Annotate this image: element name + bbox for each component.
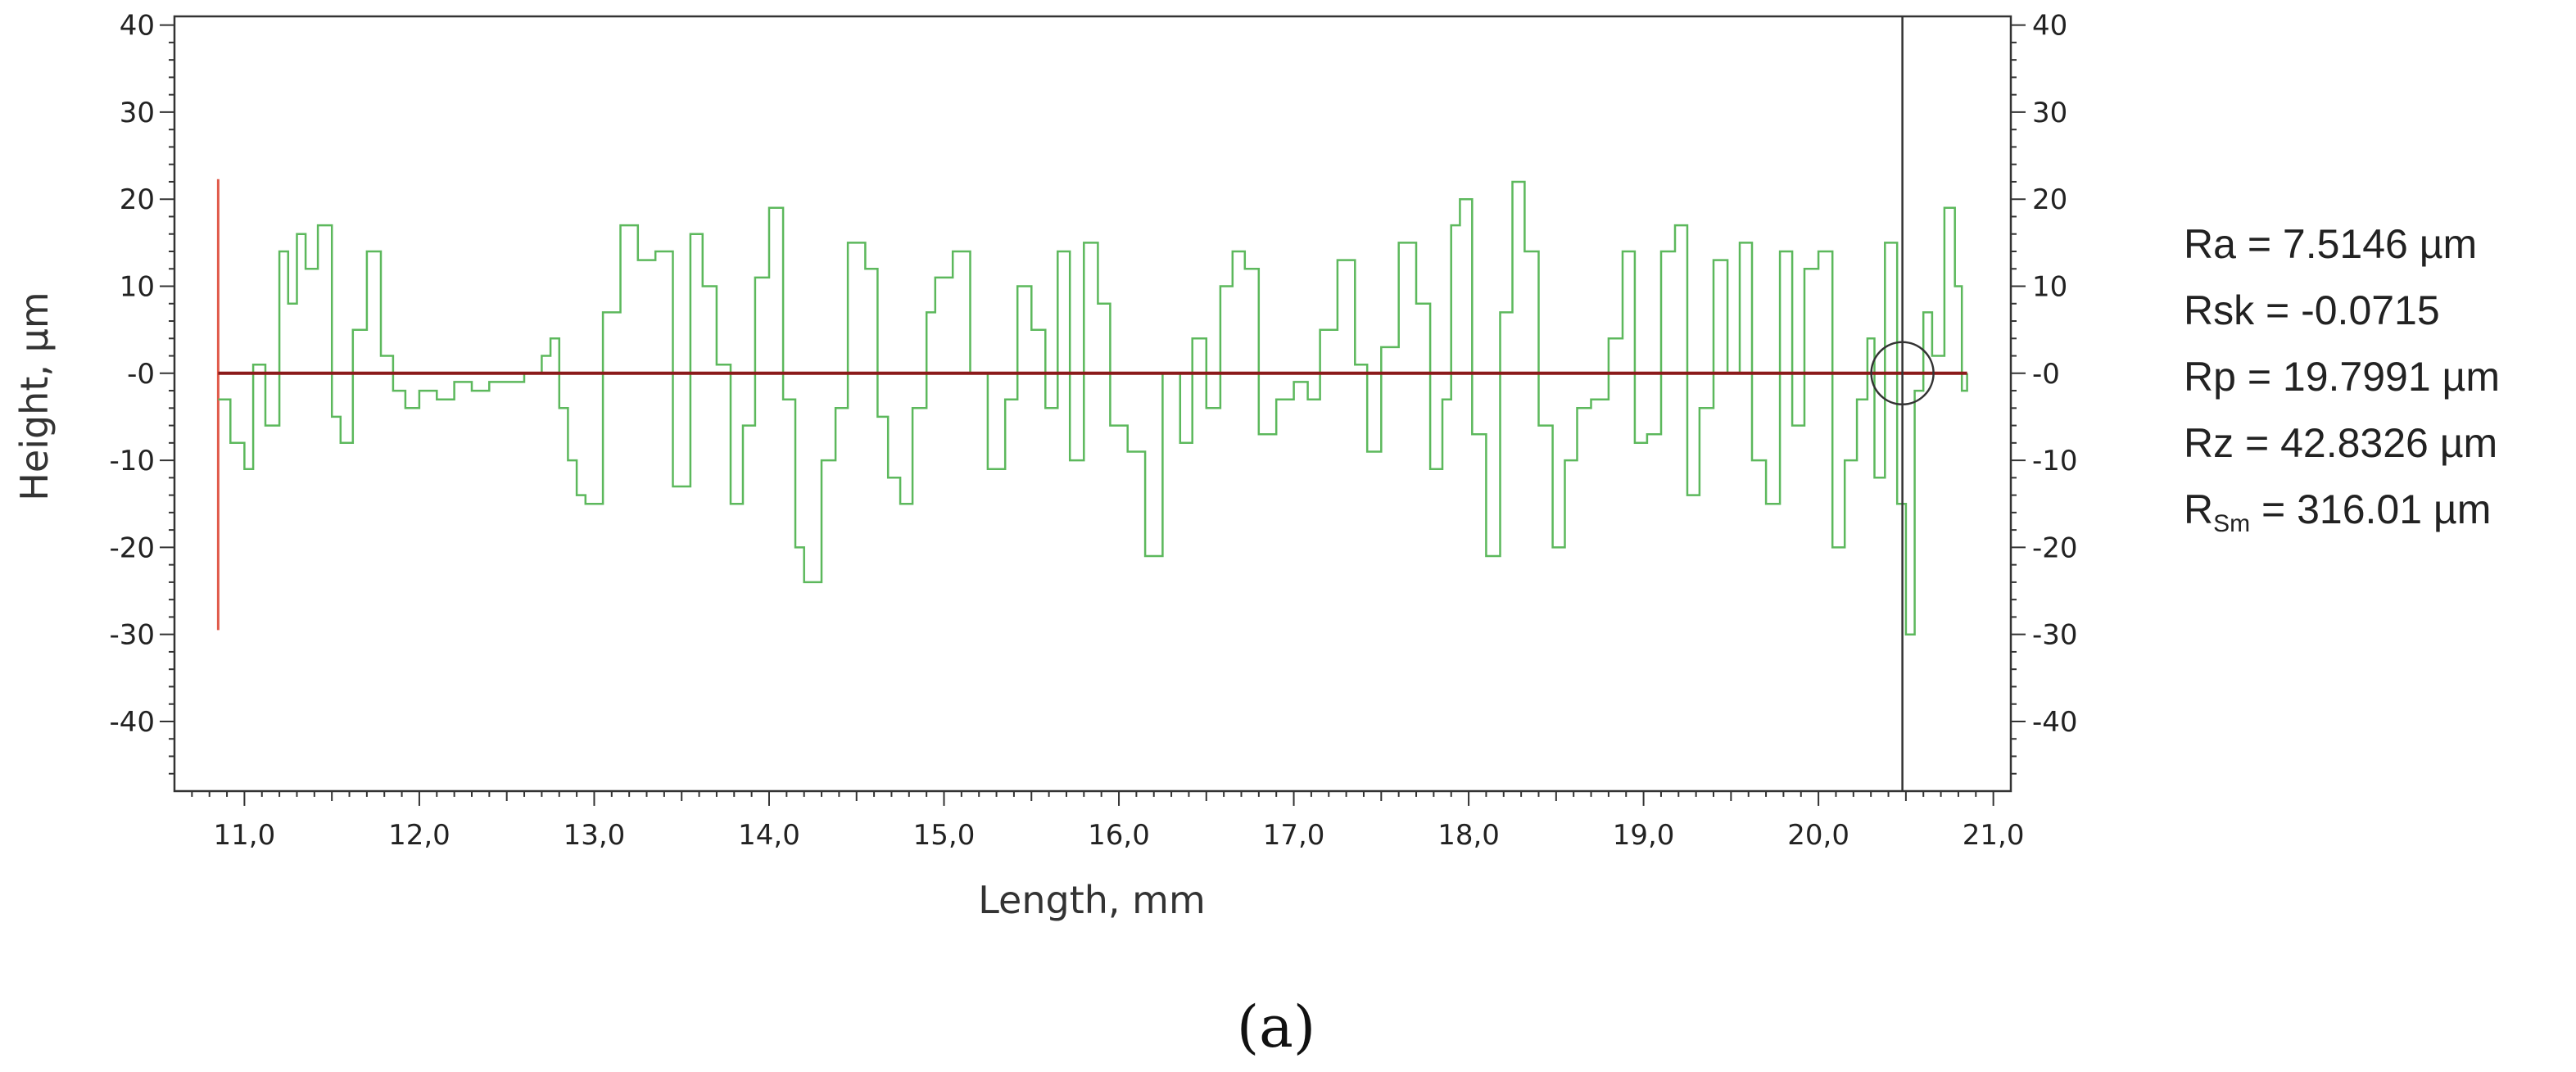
y-tick-label-right: -30 — [2032, 619, 2078, 652]
stat-row: Rz = 42.8326 µm — [2184, 410, 2500, 477]
x-tick-label: 21,0 — [1963, 819, 2025, 852]
x-axis-title: Length, mm — [978, 878, 1206, 922]
y-tick-label-right: 30 — [2032, 97, 2067, 129]
profile-series — [218, 16, 1968, 791]
x-tick-label: 15,0 — [913, 819, 976, 852]
x-tick-label: 12,0 — [388, 819, 450, 852]
y-tick-label-left: 20 — [120, 183, 155, 216]
stat-value: = 42.8326 µm — [2234, 420, 2498, 466]
stat-row: RSm = 316.01 µm — [2184, 477, 2500, 557]
x-tick-label: 17,0 — [1263, 819, 1325, 852]
x-tick-label: 13,0 — [564, 819, 626, 852]
plot-background — [174, 16, 2011, 791]
x-tick-label: 20,0 — [1787, 819, 1849, 852]
y-tick-label-right: -10 — [2032, 445, 2078, 477]
stat-row: Rp = 19.7991 µm — [2184, 344, 2500, 410]
y-tick-label-left: -20 — [109, 531, 155, 564]
y-tick-label-left: -30 — [109, 619, 155, 652]
y-tick-label-right: 10 — [2032, 271, 2067, 304]
stat-label: Rsk — [2184, 287, 2255, 333]
x-tick-label: 19,0 — [1613, 819, 1675, 852]
stat-label: Ra — [2184, 221, 2236, 267]
stat-label: R — [2184, 486, 2214, 532]
y-axis-title: Height, µm — [12, 292, 57, 500]
stat-value: = 316.01 µm — [2250, 486, 2492, 532]
y-tick-label-right: -40 — [2032, 706, 2078, 739]
x-tick-label: 14,0 — [738, 819, 800, 852]
stat-label: Rz — [2184, 420, 2234, 466]
x-tick-label: 16,0 — [1088, 819, 1150, 852]
stat-value: = -0.0715 — [2254, 287, 2440, 333]
y-tick-label-left: -10 — [109, 445, 155, 477]
y-tick-label-right: -0 — [2032, 358, 2060, 391]
y-tick-label-left: -40 — [109, 706, 155, 739]
x-tick-label: 11,0 — [214, 819, 276, 852]
tick-labels: 11,0 12,0 13,0 14,0 15,0 16,0 17,0 18,0 19,0 20,0… — [109, 10, 2077, 852]
plot-border — [173, 15, 2012, 793]
y-tick-label-right: -20 — [2032, 531, 2078, 564]
stat-value: = 7.5146 µm — [2235, 221, 2478, 267]
y-tick-label-left: -0 — [127, 358, 155, 391]
plot-frame — [173, 15, 2012, 793]
axis-ticks — [160, 24, 2026, 806]
y-tick-label-right: 20 — [2032, 183, 2067, 216]
stat-value: = 19.7991 µm — [2235, 354, 2500, 400]
stat-row: Ra = 7.5146 µm — [2184, 211, 2500, 278]
stat-row: Rsk = -0.0715 — [2184, 278, 2500, 344]
x-tick-label: 18,0 — [1437, 819, 1500, 852]
y-tick-label-right: 40 — [2032, 10, 2067, 43]
stat-label: Rp — [2184, 354, 2236, 400]
y-tick-label-left: 40 — [120, 10, 155, 43]
roughness-parameters: Ra = 7.5146 µm Rsk = -0.0715 Rp = 19.7991 … — [2184, 211, 2500, 557]
cursor-circle — [1870, 341, 1935, 406]
figure-caption: (a) — [1237, 993, 1315, 1061]
y-tick-label-left: 10 — [120, 271, 155, 304]
y-tick-label-left: 30 — [120, 97, 155, 129]
stat-label-subscript: Sm — [2213, 510, 2251, 537]
